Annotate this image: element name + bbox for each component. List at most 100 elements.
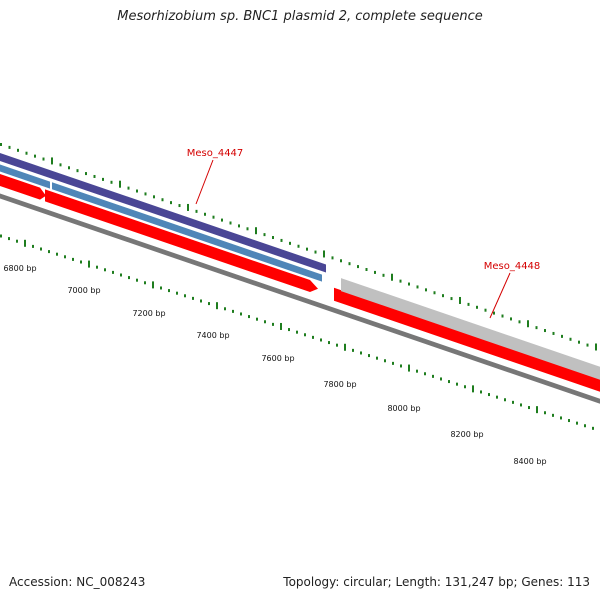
minor-tick — [331, 256, 334, 260]
major-tick — [472, 385, 474, 393]
minor-tick — [560, 416, 562, 420]
minor-tick — [296, 330, 298, 334]
minor-tick — [496, 395, 498, 399]
minor-tick — [104, 268, 106, 272]
minor-tick — [280, 238, 283, 242]
major-tick — [391, 273, 393, 281]
minor-tick — [64, 255, 66, 259]
gene-label[interactable]: Meso_4448 — [484, 261, 541, 272]
minor-tick — [348, 262, 351, 266]
cds-arrow-meso-4448[interactable] — [334, 287, 600, 392]
minor-tick — [440, 377, 442, 381]
bp-position-label: 8200 bp — [450, 430, 483, 439]
minor-tick — [504, 398, 506, 402]
minor-tick — [256, 317, 258, 321]
minor-tick — [136, 278, 138, 282]
gene-leader-line — [489, 272, 511, 319]
minor-tick — [16, 239, 18, 243]
minor-tick — [365, 268, 368, 272]
minor-tick — [561, 334, 563, 338]
minor-tick — [0, 143, 2, 146]
minor-tick — [544, 329, 546, 333]
feature-protein-dark[interactable] — [0, 153, 326, 273]
minor-tick — [212, 215, 215, 219]
minor-tick — [399, 279, 402, 283]
minor-tick — [520, 403, 522, 407]
minor-tick — [416, 369, 418, 373]
minor-tick — [312, 335, 314, 339]
minor-tick — [246, 227, 249, 231]
minor-tick — [569, 337, 572, 341]
minor-tick — [374, 270, 376, 274]
bp-position-label: 7800 bp — [323, 380, 356, 389]
minor-tick — [238, 224, 240, 228]
minor-tick — [144, 281, 146, 285]
minor-tick — [17, 148, 19, 152]
sequence-backbone — [0, 193, 600, 404]
minor-tick — [168, 289, 170, 293]
minor-tick — [448, 380, 450, 384]
cds-arrow[interactable] — [0, 174, 46, 200]
minor-tick — [224, 307, 226, 311]
minor-tick — [68, 166, 70, 170]
minor-tick — [204, 212, 206, 216]
minor-tick — [297, 244, 300, 248]
major-tick — [51, 157, 53, 165]
minor-tick — [528, 406, 530, 410]
feature-protein-blue[interactable] — [0, 164, 50, 189]
minor-tick — [160, 286, 162, 290]
genome-summary: Topology: circular; Length: 131,247 bp; … — [283, 575, 590, 589]
minor-tick — [48, 250, 50, 254]
minor-tick — [578, 340, 580, 344]
minor-tick — [357, 265, 359, 269]
minor-tick — [161, 198, 164, 202]
gene-label[interactable]: Meso_4447 — [187, 148, 244, 159]
minor-tick — [136, 189, 138, 193]
minor-tick — [328, 341, 330, 345]
minor-tick — [93, 174, 96, 178]
minor-tick — [80, 260, 82, 264]
major-tick — [459, 296, 461, 304]
gene-feature-meso-4448[interactable] — [341, 278, 600, 380]
cds-arrow-meso-4447[interactable] — [45, 189, 318, 293]
minor-tick — [352, 348, 354, 352]
minor-tick — [544, 411, 546, 415]
minor-tick — [592, 426, 594, 430]
minor-tick — [488, 393, 490, 397]
minor-tick — [552, 413, 554, 417]
minor-tick — [467, 302, 470, 306]
minor-tick — [248, 315, 250, 319]
minor-tick — [450, 297, 453, 301]
minor-tick — [8, 145, 11, 149]
labels: Meso_4447 Meso_4448 6800 bp 7000 bp 7200 bp 7… — [3, 148, 546, 466]
minor-tick — [552, 331, 555, 335]
minor-tick — [289, 241, 291, 245]
minor-tick — [264, 320, 266, 324]
major-tick — [88, 260, 90, 268]
minor-tick — [32, 244, 34, 248]
minor-tick — [272, 322, 274, 326]
major-tick — [24, 239, 26, 247]
minor-tick — [442, 294, 444, 298]
major-tick — [187, 203, 189, 211]
minor-tick — [128, 276, 130, 280]
minor-tick — [153, 195, 155, 199]
major-tick — [536, 406, 538, 414]
minor-tick — [40, 247, 42, 251]
minor-tick — [184, 294, 186, 298]
minor-tick — [76, 169, 79, 173]
minor-tick — [192, 296, 194, 300]
major-tick — [280, 322, 282, 330]
feature-protein-blue[interactable] — [52, 182, 322, 282]
minor-tick — [127, 186, 130, 190]
accession-text: Accession: NC_008243 — [9, 575, 146, 589]
tick-marks — [0, 143, 597, 430]
minor-tick — [272, 236, 274, 240]
minor-tick — [501, 314, 504, 318]
feature-tracks — [0, 153, 600, 404]
bp-position-label: 7000 bp — [67, 286, 100, 295]
minor-tick — [240, 312, 242, 316]
minor-tick — [96, 265, 98, 269]
minor-tick — [510, 317, 512, 321]
major-tick — [255, 227, 257, 235]
